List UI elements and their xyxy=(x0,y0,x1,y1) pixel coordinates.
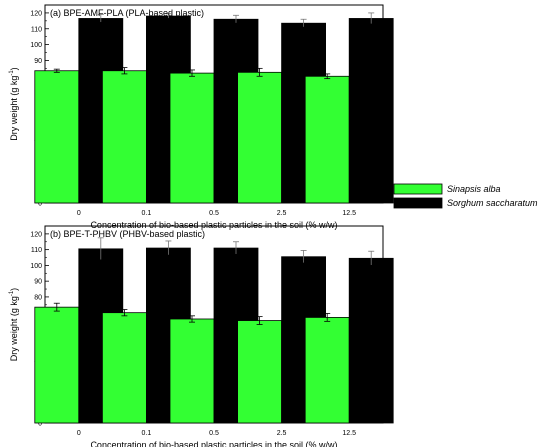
y-tick-label: 90 xyxy=(34,58,42,65)
x-tick-label: 0.5 xyxy=(209,430,219,437)
panel-b: 010203040506070809010011012000.10.52.512… xyxy=(9,225,394,447)
panel-a: 010203040506070809010011012000.10.52.512… xyxy=(9,4,394,230)
y-axis-title-sup: -1 xyxy=(9,290,15,296)
bar xyxy=(102,70,147,204)
y-tick-label: 80 xyxy=(34,294,42,301)
bar xyxy=(348,18,394,204)
bar xyxy=(102,312,147,424)
legend: Sinapsis alba Sorghum saccharatum xyxy=(393,183,538,209)
y-tick-label: 100 xyxy=(30,42,42,49)
bar xyxy=(34,306,80,424)
bar xyxy=(169,318,215,424)
bar xyxy=(237,71,283,204)
panel-title: (a) BPE-AMF-PLA (PLA-based plastic) xyxy=(50,8,204,18)
bar xyxy=(304,75,350,204)
bar xyxy=(169,72,215,204)
x-tick-label: 2.5 xyxy=(277,430,287,437)
x-tick-label: 12.5 xyxy=(342,430,356,437)
bar xyxy=(304,317,350,424)
y-tick-label: 90 xyxy=(34,279,42,286)
bar xyxy=(348,257,394,424)
bar xyxy=(34,70,80,204)
legend-swatch-sinapsis-alba xyxy=(393,183,443,195)
x-axis-title: Concentration of bio-based plastic parti… xyxy=(90,220,337,230)
x-tick-label: 0.5 xyxy=(209,210,219,217)
legend-label-sinapsis-alba: Sinapsis alba xyxy=(447,184,501,194)
y-tick-label: 120 xyxy=(30,231,42,238)
y-axis-title-main: Dry weight (g kg xyxy=(9,296,19,361)
x-tick-label: 0.1 xyxy=(142,210,152,217)
y-axis-title: Dry weight (g kg-1) xyxy=(9,67,19,140)
y-tick-label: 110 xyxy=(31,247,42,254)
y-axis-title-main: Dry weight (g kg xyxy=(9,76,19,141)
y-tick-label: 0 xyxy=(38,421,42,428)
y-axis-title-end: ) xyxy=(9,67,19,70)
panel-title: (b) BPE-T-PHBV (PHBV-based plastic) xyxy=(50,229,205,239)
y-tick-label: 120 xyxy=(30,10,42,17)
x-tick-label: 0 xyxy=(77,430,81,437)
x-axis-title: Concentration of bio-based plastic parti… xyxy=(90,440,337,447)
x-tick-label: 2.5 xyxy=(277,210,287,217)
y-axis-title: Dry weight (g kg-1) xyxy=(9,288,19,361)
y-axis-title-end: ) xyxy=(9,288,19,291)
x-tick-label: 0 xyxy=(77,210,81,217)
y-tick-label: 110 xyxy=(31,26,42,33)
legend-swatch-sorghum-saccharatum xyxy=(393,197,443,209)
x-tick-label: 0.1 xyxy=(142,430,152,437)
y-axis-title-sup: -1 xyxy=(9,70,15,76)
x-tick-label: 12.5 xyxy=(342,210,356,217)
y-tick-label: 0 xyxy=(38,201,42,208)
bar xyxy=(237,320,283,424)
y-tick-label: 100 xyxy=(30,263,42,270)
legend-label-sorghum-saccharatum: Sorghum saccharatum xyxy=(447,198,538,208)
